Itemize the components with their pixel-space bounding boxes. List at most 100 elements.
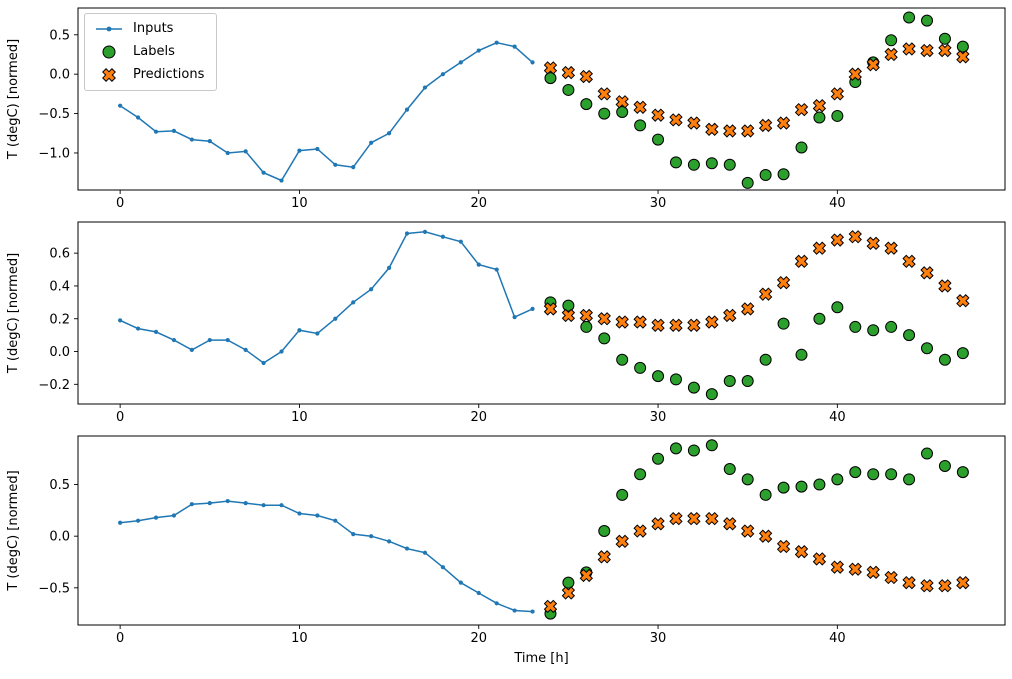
- line-dot: [530, 60, 535, 65]
- line-dot: [440, 234, 445, 239]
- y-axis-label: T (degC) [normed]: [6, 39, 21, 160]
- line-dot: [297, 511, 302, 516]
- y-tick-label: 0.2: [49, 312, 70, 327]
- circle-marker: [562, 83, 575, 96]
- circle-marker: [544, 72, 557, 85]
- x-marker: [741, 124, 755, 138]
- x-axis: 0 10 20 30 40: [116, 190, 846, 211]
- x-marker: [615, 95, 629, 109]
- line-dot: [404, 546, 410, 551]
- circle-marker: [616, 353, 629, 366]
- line-dot: [135, 326, 141, 331]
- circle-marker: [723, 463, 736, 476]
- line-dot: [422, 85, 428, 90]
- x-marker: [938, 43, 952, 58]
- x-marker: [830, 233, 845, 247]
- x-marker: [579, 69, 593, 84]
- x-marker: [741, 302, 755, 316]
- line-dot: [279, 178, 284, 183]
- x-marker: [902, 254, 916, 269]
- x-marker: [561, 308, 576, 323]
- line-dot: [422, 229, 428, 234]
- circle-marker: [885, 468, 898, 481]
- line-dot: [261, 360, 266, 366]
- inputs-line: [119, 41, 533, 182]
- circle-marker: [687, 158, 700, 171]
- circle-marker: [634, 119, 647, 132]
- circle-marker: [903, 329, 916, 342]
- circle-marker: [759, 488, 772, 501]
- line-dot: [207, 501, 212, 506]
- circle-marker: [938, 32, 951, 45]
- circle-marker: [669, 373, 682, 386]
- circle-marker: [938, 353, 951, 366]
- line-dot: [207, 337, 212, 343]
- line-dot: [386, 131, 392, 136]
- x-marker: [669, 511, 683, 526]
- circle-marker: [652, 133, 665, 146]
- circle-marker: [741, 375, 754, 388]
- circle-marker: [777, 168, 790, 181]
- legend-label-inputs: Inputs: [133, 21, 174, 36]
- labels-circle-icon: [102, 45, 116, 59]
- x-marker: [597, 87, 611, 101]
- circle-marker: [723, 375, 736, 388]
- line-dot: [297, 148, 302, 153]
- x-marker: [579, 568, 593, 583]
- line-dot: [171, 337, 177, 343]
- x-marker: [812, 241, 827, 255]
- circle-marker: [795, 480, 808, 493]
- line-dot: [351, 165, 356, 170]
- circle-marker: [938, 459, 951, 472]
- circle-marker: [867, 324, 880, 337]
- x-marker: [920, 579, 934, 593]
- line-dot: [225, 337, 230, 343]
- line-dot: [476, 48, 481, 53]
- circle-marker: [634, 468, 647, 481]
- x-marker: [848, 230, 862, 244]
- circle-marker: [921, 14, 934, 27]
- x-marker: [723, 517, 737, 531]
- y-tick-label: −0.2: [38, 378, 70, 393]
- line-dot: [422, 550, 428, 555]
- circle-marker: [956, 40, 969, 53]
- line-dot: [476, 590, 481, 596]
- line-dot: [440, 565, 445, 570]
- circle-marker: [669, 156, 682, 169]
- y-tick-label: 0.5: [49, 478, 70, 493]
- line-dot: [279, 503, 284, 508]
- x-marker: [543, 302, 558, 316]
- line-dot: [476, 262, 481, 267]
- series-inputs: [118, 498, 535, 614]
- circle-marker: [831, 301, 844, 314]
- line-dot: [512, 608, 517, 613]
- x-marker: [902, 42, 916, 56]
- x-marker: [669, 113, 683, 127]
- line-dot: [243, 347, 248, 352]
- circle-marker: [102, 45, 116, 59]
- circle-marker: [956, 347, 969, 360]
- circle-marker: [777, 317, 790, 330]
- x-marker: [920, 43, 934, 58]
- x-marker: [561, 586, 576, 600]
- subplot-2: 0 10 20 30 40 −0.2 0.0 0.2 0.4 0.6 T (degC) [norme…: [6, 221, 1006, 425]
- circle-marker: [759, 353, 772, 366]
- circle-marker: [741, 473, 754, 486]
- line-dot: [333, 518, 338, 523]
- x-marker: [543, 599, 558, 614]
- y-tick-label: −1.0: [38, 147, 70, 162]
- circle-marker: [705, 157, 718, 170]
- y-axis: −0.2 0.0 0.2 0.4 0.6: [38, 247, 78, 393]
- x-axis-label: Time [h]: [513, 651, 568, 666]
- circle-marker: [634, 361, 647, 374]
- x-marker: [651, 318, 665, 332]
- circle-marker: [813, 111, 826, 124]
- circle-marker: [795, 141, 808, 154]
- x-tick-label: 0: [116, 196, 124, 211]
- y-tick-label: 0.0: [49, 530, 70, 545]
- y-axis: −1.0 −0.5 0.0 0.5: [38, 28, 78, 162]
- x-marker: [866, 236, 880, 250]
- circle-marker: [723, 158, 736, 171]
- x-marker: [794, 545, 809, 559]
